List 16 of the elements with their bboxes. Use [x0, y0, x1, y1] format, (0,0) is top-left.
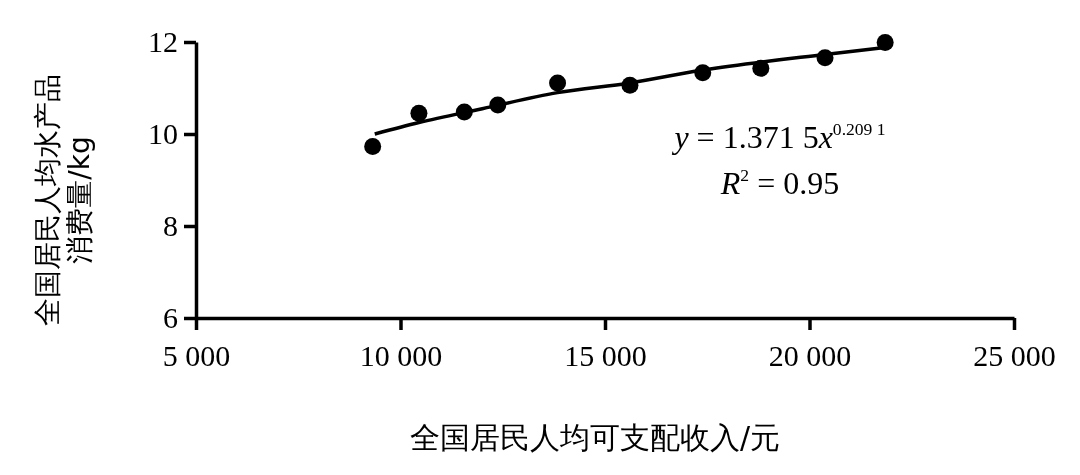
y-tick-label: 12 [148, 25, 178, 59]
point [549, 74, 567, 92]
x-tick-label: 10 000 [359, 339, 443, 372]
x-axis-title: 全国居民人均可支配收入/元 [409, 420, 781, 455]
y-tick-label: 8 [163, 209, 178, 243]
point [364, 137, 382, 155]
x-tick-label: 20 000 [768, 339, 852, 372]
y-axis-title: 全国居民人均水产品消费量/kg [31, 74, 97, 326]
y-tick-label: 10 [148, 117, 178, 151]
x-tick-label: 25 000 [973, 339, 1056, 372]
annotation: y = 1.371 5x$^{0.209 1}$ [671, 119, 886, 155]
point [410, 104, 428, 122]
x-tick-label: 5 000 [162, 339, 231, 372]
annotation: R$^{2}$ = 0.95 [719, 165, 840, 201]
y-tick-label: 6 [163, 301, 178, 335]
x-tick-label: 15 000 [564, 339, 647, 372]
